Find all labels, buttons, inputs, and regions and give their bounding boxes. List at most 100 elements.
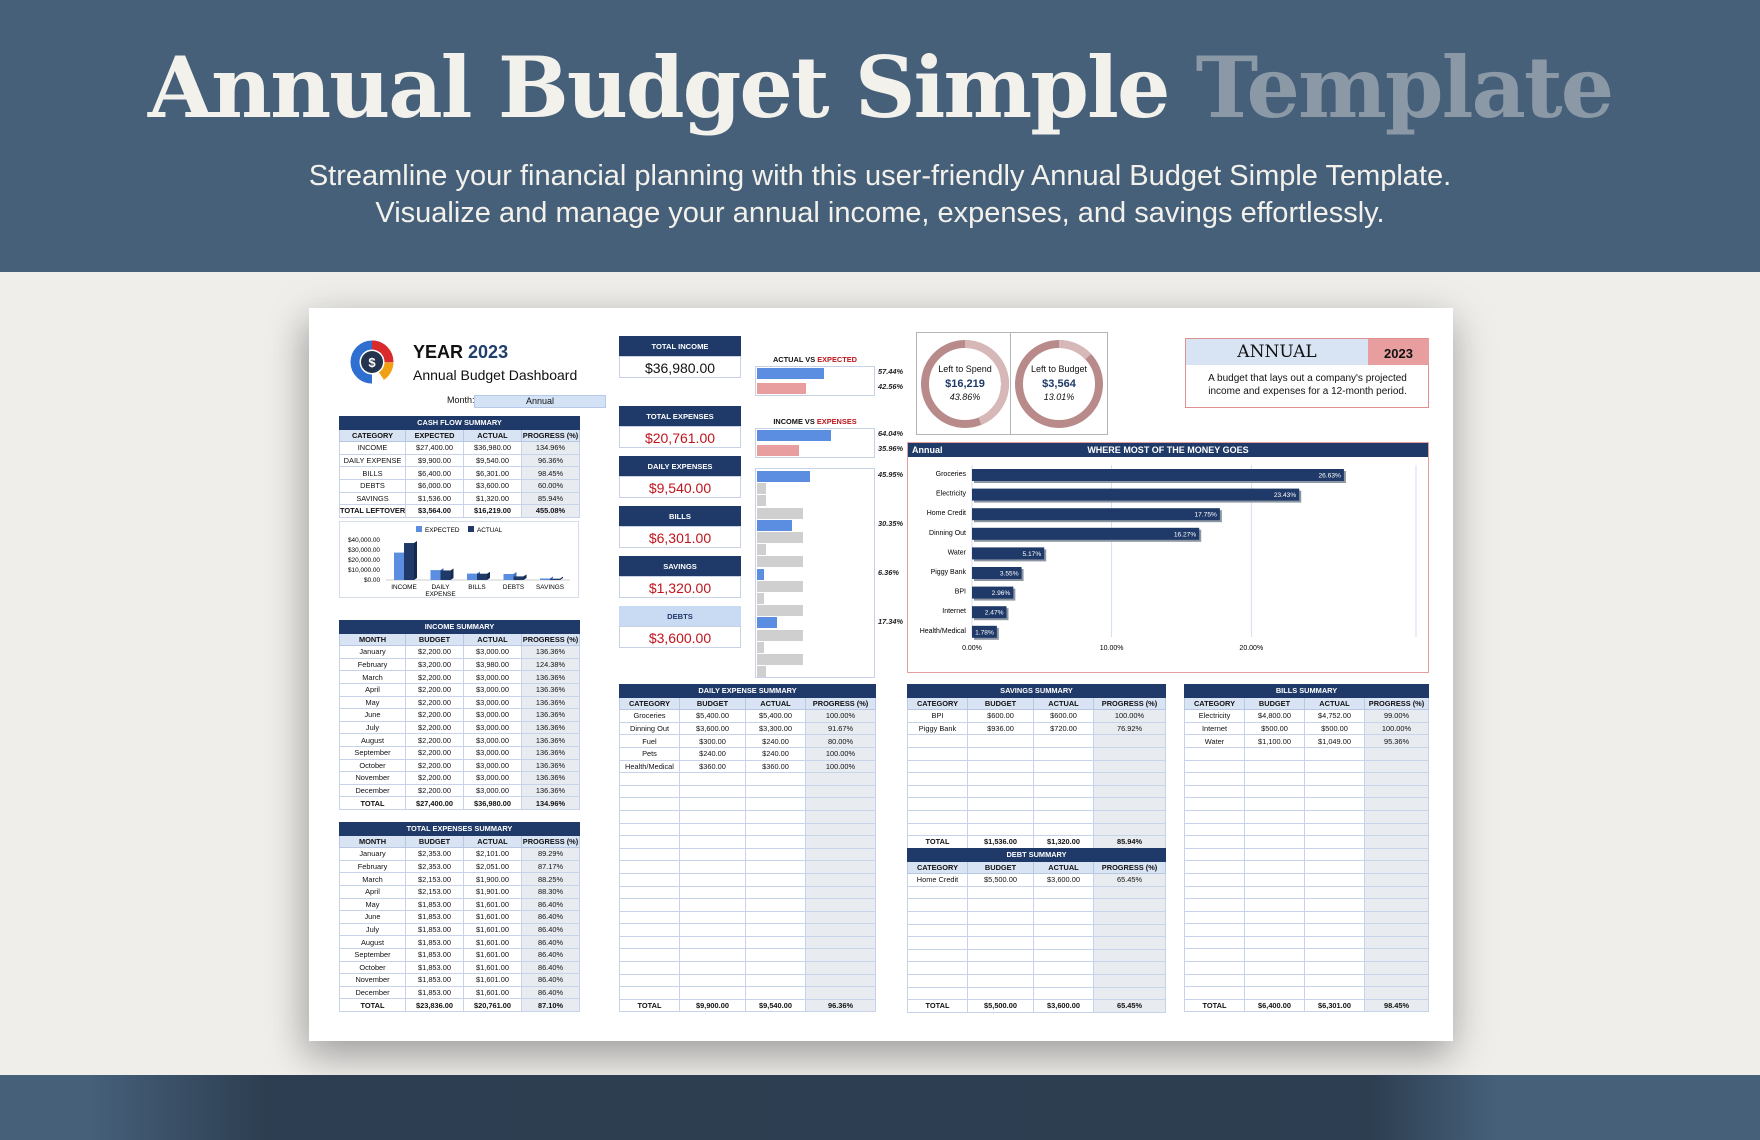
money-bar — [972, 488, 1300, 501]
table-row: Electricity $4,800.00 $4,752.00 99.00% — [1184, 709, 1429, 723]
empty-cell — [1092, 885, 1167, 900]
table-empty-row — [907, 936, 1167, 950]
table-empty-row — [619, 885, 877, 900]
money-goes-chart: 0.00% 10.00% 20.00% Groceries 26.63% Electric… — [920, 465, 1417, 652]
table-cell: December — [339, 985, 406, 1000]
legend-swatch — [468, 526, 474, 532]
empty-cell — [1033, 973, 1094, 988]
table-cell: 136.36% — [520, 745, 581, 760]
table-row: DEBTS $6,000.00 $3,600.00 60.00% — [339, 478, 581, 493]
table-title-row: BILLS SUMMARY — [1184, 684, 1429, 698]
empty-cell — [967, 961, 1034, 975]
cash-flow-bar — [430, 570, 441, 580]
empty-cell — [1033, 822, 1094, 837]
table-row: Home Credit $5,500.00 $3,600.00 65.45% — [907, 873, 1167, 887]
money-bar — [972, 567, 1022, 579]
kpi-label: TOTAL INCOME — [619, 336, 741, 356]
table-empty-row — [1184, 910, 1429, 925]
empty-cell — [1304, 759, 1365, 774]
savings-summary-table: SAVINGS SUMMARY CATEGORY BUDGET ACTUAL PROGR… — [907, 684, 1166, 849]
table-cell: 136.36% — [520, 720, 581, 735]
empty-cell — [804, 948, 877, 963]
empty-cell — [907, 923, 968, 938]
table-cell: $9,900.00 — [679, 998, 746, 1013]
table-empty-row — [1184, 797, 1429, 811]
table-cell: $240.00 — [745, 734, 806, 748]
table-cell: 86.40% — [521, 922, 580, 937]
table-total-row: TOTAL $23,836.00 $20,761.00 87.10% — [339, 998, 580, 1012]
empty-cell — [967, 923, 1034, 938]
empty-cell — [1244, 885, 1305, 900]
table-cell: 88.25% — [521, 872, 580, 886]
empty-cell — [619, 935, 680, 950]
empty-cell — [1184, 973, 1245, 988]
table-cell: DAILY EXPENSE — [339, 453, 406, 468]
table-cell: $3,980.00 — [463, 657, 522, 672]
table-empty-row — [619, 923, 877, 937]
empty-cell — [907, 936, 968, 950]
kpi-value: $6,301.00 — [619, 526, 741, 548]
empty-cell — [1364, 797, 1429, 811]
empty-cell — [1184, 961, 1245, 975]
table-cell: $2,200.00 — [405, 783, 464, 798]
empty-cell — [745, 885, 806, 900]
empty-cell — [1184, 935, 1245, 950]
table-empty-row — [1184, 772, 1429, 786]
cash-flow-chart: EXPECTED ACTUAL $40,000.00 $30,000.00 $20,00… — [348, 526, 570, 598]
table-cell: 99.00% — [1364, 709, 1429, 723]
empty-cell — [679, 860, 746, 874]
table-empty-row — [619, 973, 877, 988]
table-empty-row — [619, 948, 877, 963]
spreadsheet-preview: $ YEAR 2023 Annual Budget Dashboard Mont… — [309, 308, 1453, 1041]
table-cell: 87.17% — [521, 859, 580, 874]
table-cell: July — [339, 922, 406, 937]
table-title-row: DAILY EXPENSE SUMMARY — [618, 684, 877, 698]
empty-cell — [804, 822, 877, 837]
x-tick-label: 20.00% — [1239, 645, 1263, 652]
table-row: September $1,853.00 $1,601.00 86.40% — [339, 947, 580, 962]
table-cell: $6,301.00 — [1304, 998, 1365, 1013]
empty-cell — [1093, 784, 1166, 799]
income-summary-table: INCOME SUMMARY MONTH BUDGET ACTUAL PROGRESS … — [338, 620, 581, 810]
table-row: Health/Medical $360.00 $360.00 100.00% — [619, 759, 877, 774]
table-cell: 65.45% — [1092, 873, 1167, 887]
table-cell: $36,980.00 — [463, 796, 522, 810]
empty-cell — [679, 784, 746, 799]
empty-cell — [804, 797, 877, 811]
empty-cell — [907, 809, 968, 824]
empty-cell — [1184, 847, 1245, 862]
spark-percent-label: 57.44% — [878, 367, 904, 376]
table-cell: $3,600.00 — [463, 478, 522, 493]
empty-cell — [1244, 973, 1305, 988]
table-cell: $3,000.00 — [463, 783, 522, 798]
empty-cell — [745, 809, 806, 824]
table-cell: April — [339, 884, 406, 899]
cash-flow-bar — [503, 574, 514, 580]
table-title: DAILY EXPENSE SUMMARY — [618, 684, 877, 698]
category-label: Piggy Bank — [931, 569, 967, 576]
empty-cell — [745, 961, 806, 975]
empty-cell — [1184, 784, 1245, 799]
category-label: BPI — [955, 589, 966, 596]
table-cell: $360.00 — [745, 759, 806, 774]
table-cell: $3,600.00 — [679, 721, 746, 736]
category-label: Groceries — [936, 471, 967, 478]
empty-cell — [1244, 872, 1305, 887]
table-cell: $2,353.00 — [405, 847, 464, 861]
column-header: BUDGET — [1244, 696, 1305, 711]
table-row: Water $1,100.00 $1,049.00 95.36% — [1184, 734, 1429, 748]
empty-cell — [1093, 797, 1166, 811]
table-row: January $2,200.00 $3,000.00 136.36% — [339, 645, 581, 659]
table-cell: BPI — [907, 709, 968, 723]
table-cell: $3,000.00 — [463, 733, 522, 747]
table-cell: 136.36% — [520, 783, 581, 798]
empty-cell — [1364, 910, 1429, 925]
empty-cell — [1244, 835, 1305, 849]
spark-bar — [757, 654, 804, 665]
month-select[interactable]: Annual — [474, 395, 606, 408]
hero-subtitle-line-1: Streamline your financial planning with … — [308, 160, 1452, 192]
table-row: February $3,200.00 $3,980.00 124.38% — [339, 657, 581, 672]
cash-flow-bar — [513, 576, 524, 580]
spark-bar — [757, 368, 824, 379]
empty-cell — [1244, 860, 1305, 874]
